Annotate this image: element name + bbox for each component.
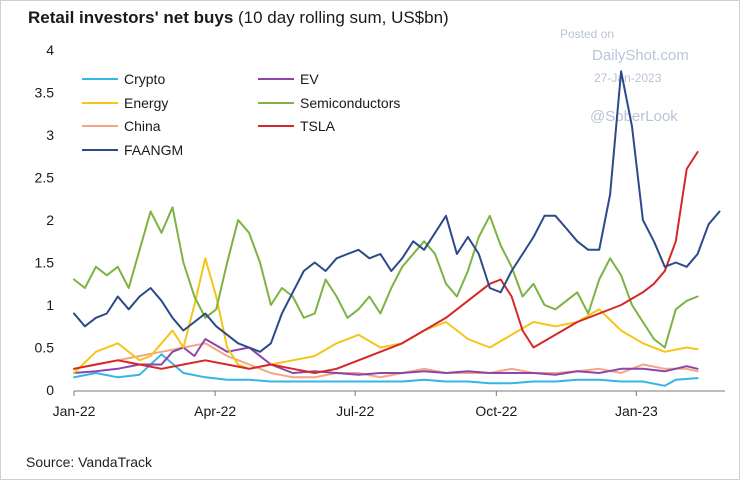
x-tick-label: Jan-23 — [615, 403, 658, 419]
y-tick-label: 0 — [46, 382, 54, 398]
legend-label-faangm: FAANGM — [124, 142, 183, 158]
y-tick-label: 1.5 — [35, 255, 55, 271]
y-tick-label: 0.5 — [35, 340, 55, 356]
watermark-posted-on: Posted on — [560, 27, 615, 41]
chart-source: Source: VandaTrack — [26, 454, 153, 470]
x-tick-label: Jul-22 — [336, 403, 374, 419]
y-tick-label: 2 — [46, 212, 54, 228]
watermark-site: DailyShot.com — [592, 47, 689, 64]
watermark-date: 27-Jan-2023 — [594, 71, 662, 85]
y-tick-label: 3 — [46, 127, 54, 143]
legend-label-crypto: Crypto — [124, 71, 165, 87]
y-tick-label: 2.5 — [35, 170, 55, 186]
legend-label-ev: EV — [300, 71, 319, 87]
legend-label-tsla: TSLA — [300, 118, 336, 134]
y-tick-label: 3.5 — [35, 85, 55, 101]
legend-label-china: China — [124, 118, 161, 134]
series-line-energy — [73, 257, 699, 374]
series-line-ev — [73, 338, 699, 376]
series-line-crypto — [73, 353, 699, 387]
x-tick-label: Jan-22 — [53, 403, 96, 419]
series-line-faangm — [73, 70, 721, 353]
legend-label-energy: Energy — [124, 95, 168, 111]
chart-title: Retail investors' net buys (10 day rolli… — [28, 8, 449, 28]
x-tick-label: Apr-22 — [194, 403, 236, 419]
series-line-tsla — [73, 151, 699, 374]
y-tick-label: 4 — [46, 42, 54, 58]
legend-label-semiconductors: Semiconductors — [300, 95, 400, 111]
chart-title-subtitle: (10 day rolling sum, US$bn) — [233, 8, 449, 27]
x-tick-label: Oct-22 — [475, 403, 517, 419]
y-tick-label: 1 — [46, 297, 54, 313]
watermark-handle: @SoberLook — [590, 108, 678, 125]
series-line-semiconductors — [73, 206, 699, 349]
chart-title-bold: Retail investors' net buys — [28, 8, 234, 27]
